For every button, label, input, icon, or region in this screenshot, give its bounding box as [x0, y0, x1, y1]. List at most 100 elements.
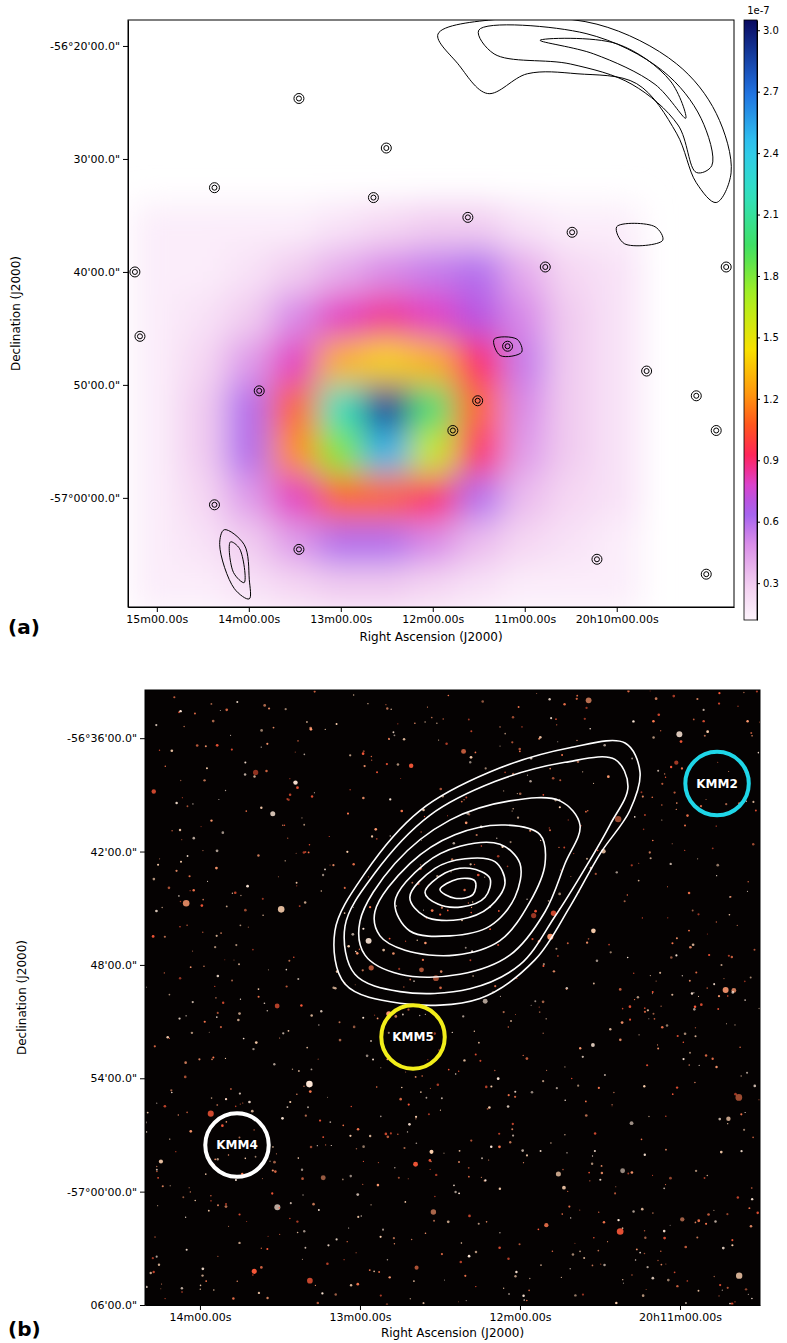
star	[546, 1070, 547, 1071]
star	[586, 941, 588, 943]
source-contour	[704, 572, 709, 577]
tick-mark	[123, 272, 128, 273]
source-contour	[594, 557, 599, 562]
star	[665, 1149, 667, 1151]
tick-mark	[520, 1305, 521, 1310]
star	[681, 767, 683, 769]
star	[170, 749, 173, 752]
star	[729, 1303, 731, 1305]
star	[216, 935, 218, 937]
star	[574, 1294, 576, 1296]
star	[571, 1078, 572, 1079]
star	[161, 907, 163, 909]
star	[743, 1129, 745, 1131]
star	[481, 845, 483, 847]
star	[552, 1250, 554, 1252]
axis-line	[146, 1305, 761, 1306]
star	[154, 1236, 156, 1238]
star	[672, 843, 673, 844]
star	[468, 1215, 471, 1218]
tick-label: 2.4	[763, 148, 779, 159]
source-contour	[642, 366, 652, 376]
tick-label: 1.5	[763, 332, 779, 343]
star	[238, 1242, 240, 1244]
star	[683, 1041, 685, 1043]
heatmap-cell	[363, 204, 410, 250]
star	[255, 1041, 258, 1044]
star	[631, 1171, 634, 1174]
star	[298, 1157, 300, 1159]
star	[287, 838, 288, 839]
star	[303, 824, 305, 826]
star	[309, 1090, 312, 1093]
star	[258, 988, 260, 990]
star	[356, 1252, 357, 1253]
star	[700, 805, 702, 807]
star	[275, 1004, 280, 1009]
star	[306, 1047, 308, 1049]
star	[435, 1174, 437, 1176]
star	[459, 1261, 462, 1264]
star	[465, 947, 467, 949]
star	[344, 912, 346, 914]
star	[200, 1285, 202, 1287]
star	[488, 1106, 491, 1109]
star	[190, 1191, 191, 1192]
star	[642, 1294, 645, 1297]
star	[661, 819, 662, 820]
star	[388, 738, 390, 740]
star	[743, 692, 744, 693]
star	[252, 1269, 257, 1274]
heatmap-cell	[455, 249, 502, 295]
heatmap-cell	[179, 565, 226, 607]
star	[638, 880, 640, 882]
star	[286, 969, 288, 971]
star	[472, 975, 473, 976]
star	[273, 1161, 276, 1164]
star	[408, 1104, 410, 1106]
star	[644, 814, 646, 816]
star	[312, 1203, 315, 1206]
star	[266, 1010, 268, 1012]
star	[631, 1274, 633, 1276]
star	[529, 780, 531, 782]
star	[672, 695, 675, 698]
star	[503, 790, 504, 791]
star	[212, 1056, 214, 1058]
star	[415, 1076, 417, 1078]
star	[474, 864, 475, 865]
star	[431, 909, 434, 912]
star	[698, 1290, 700, 1292]
star	[472, 901, 473, 902]
star	[522, 1294, 524, 1296]
star	[746, 720, 749, 723]
star	[252, 1274, 254, 1276]
star	[697, 858, 698, 859]
tick-label: 48'00.0"	[90, 959, 137, 972]
star	[155, 910, 158, 913]
tick-mark	[200, 1305, 201, 1310]
star	[318, 1024, 320, 1026]
star	[447, 910, 449, 912]
star	[293, 780, 297, 784]
star	[268, 1236, 269, 1237]
star	[718, 692, 720, 694]
star	[529, 1278, 530, 1279]
star	[597, 1250, 599, 1252]
heatmap-cell	[179, 384, 226, 430]
heatmap-cell	[547, 249, 594, 295]
star	[180, 780, 181, 781]
star	[674, 760, 678, 764]
star	[702, 720, 704, 722]
star	[627, 1173, 629, 1175]
star	[297, 978, 299, 980]
star	[688, 930, 690, 932]
contours	[220, 20, 732, 599]
star	[410, 1298, 411, 1299]
star	[737, 925, 738, 926]
star	[377, 1184, 380, 1187]
heatmap-cell	[363, 294, 410, 340]
star	[440, 970, 443, 973]
star	[306, 721, 308, 723]
star	[302, 1194, 303, 1195]
